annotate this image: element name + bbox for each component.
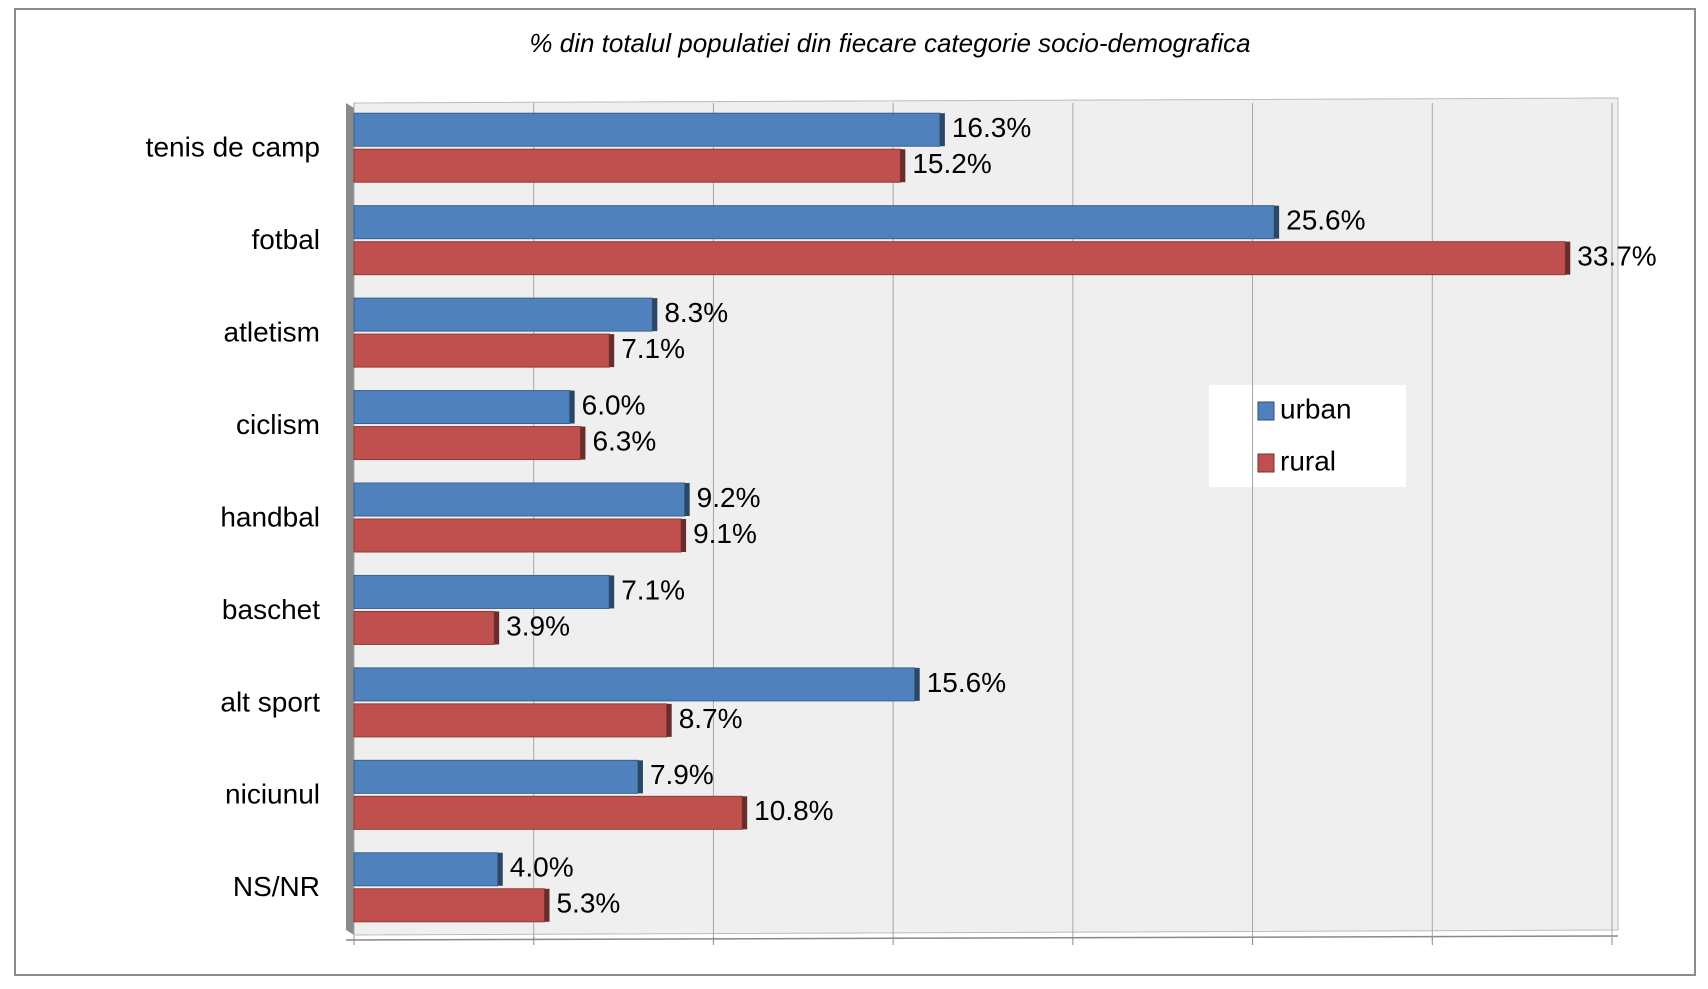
legend-box (1209, 385, 1406, 487)
bar (353, 795, 743, 830)
value-label: 7.1% (621, 574, 685, 605)
bar (353, 667, 916, 702)
bar-end (1274, 205, 1280, 239)
value-label: 3.9% (506, 610, 570, 641)
value-label: 7.9% (650, 759, 714, 790)
floor-line (345, 935, 1619, 941)
side-wall (346, 103, 354, 935)
y-tick-label: niciunul (225, 779, 320, 810)
bar-end (1565, 241, 1571, 275)
chart-title: % din totalul populatiei din fiecare cat… (529, 28, 1250, 58)
bar (353, 426, 581, 461)
value-label: 8.3% (664, 297, 728, 328)
bar (353, 888, 545, 923)
y-tick-label: handbal (220, 501, 320, 532)
bar-end (580, 426, 586, 460)
bar (353, 390, 571, 425)
value-label: 33.7% (1577, 241, 1656, 272)
bar (353, 482, 686, 517)
y-tick-label: tenis de camp (146, 132, 320, 163)
bar-end (544, 888, 550, 922)
value-label: 9.1% (693, 518, 757, 549)
y-tick-label: fotbal (252, 224, 321, 255)
bar-end (609, 334, 615, 368)
bar-end (684, 483, 690, 516)
value-label: 15.2% (912, 148, 991, 179)
bar-end (637, 760, 643, 794)
value-label: 5.3% (556, 888, 620, 919)
bar (353, 148, 901, 183)
bar-end (914, 667, 920, 701)
value-label: 4.0% (510, 852, 574, 883)
bar (353, 241, 1566, 276)
bar-end (494, 611, 500, 645)
value-label: 6.3% (592, 425, 656, 456)
bar-end (681, 519, 687, 552)
value-label: 10.8% (754, 795, 833, 826)
value-label: 15.6% (927, 667, 1006, 698)
bar (353, 852, 499, 887)
bar-end (900, 149, 906, 183)
value-label: 6.0% (582, 389, 646, 420)
bar (353, 703, 668, 738)
bar (353, 297, 653, 332)
value-label: 25.6% (1286, 205, 1365, 236)
bar-end (742, 796, 748, 830)
value-label: 8.7% (679, 703, 743, 734)
legend-label: rural (1280, 445, 1336, 476)
bar (353, 333, 610, 368)
y-tick-label: NS/NR (233, 871, 320, 902)
y-tick-label: alt sport (220, 686, 320, 717)
bar-end (569, 390, 575, 424)
legend-swatch (1257, 453, 1275, 473)
bar-end (652, 298, 658, 332)
y-tick-label: atletism (224, 317, 320, 348)
bar-end (609, 575, 615, 609)
legend-label: urban (1280, 393, 1352, 424)
y-tick-label: baschet (222, 594, 320, 625)
value-label: 9.2% (697, 482, 761, 513)
bar (353, 205, 1275, 240)
value-label: 16.3% (952, 112, 1031, 143)
y-tick-label: ciclism (236, 409, 320, 440)
bar-end (666, 703, 672, 737)
value-label: 7.1% (621, 333, 685, 364)
bar (353, 112, 941, 147)
bar (353, 518, 682, 553)
bar-end (497, 852, 503, 886)
bar (353, 759, 639, 794)
bar-end (939, 113, 945, 147)
bar (353, 610, 495, 645)
bar (353, 574, 610, 609)
legend-swatch (1257, 401, 1275, 421)
